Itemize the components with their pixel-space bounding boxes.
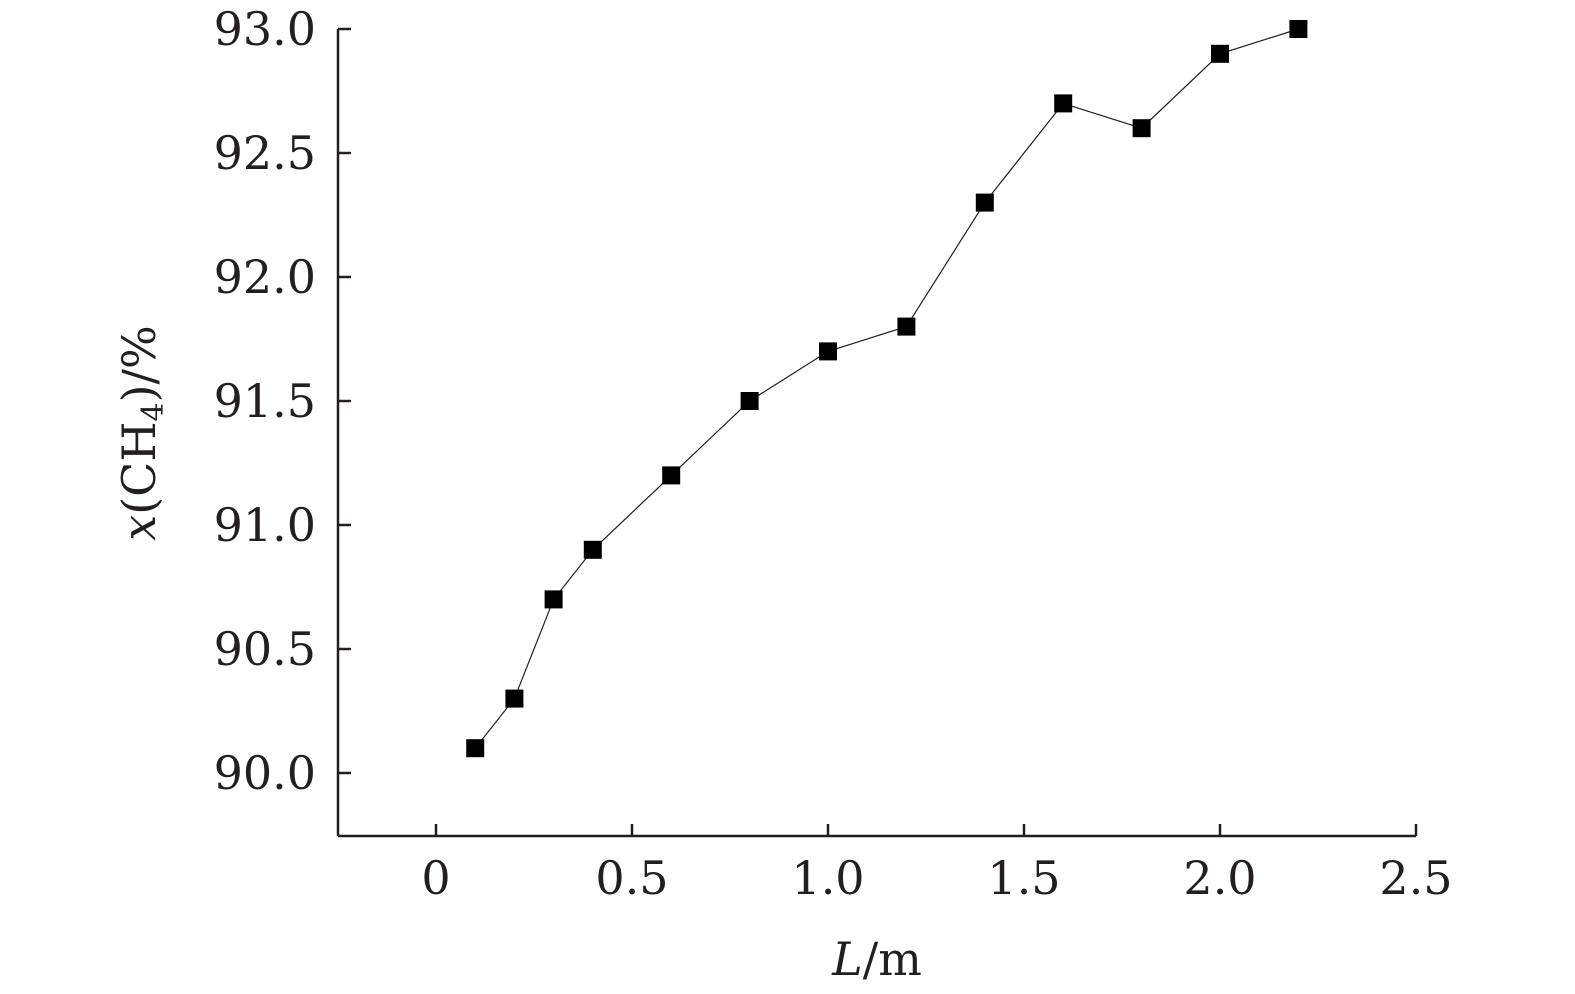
y-ticks: 90.0 90.5 91.0 91.5 92.0 92.5 93.0 xyxy=(214,2,351,800)
data-point-marker xyxy=(897,317,916,336)
x-tick-label: 2.0 xyxy=(1183,851,1256,905)
data-point-marker xyxy=(975,193,994,212)
data-point-marker xyxy=(662,466,681,485)
x-tick-label: 1.5 xyxy=(987,851,1060,905)
series-group xyxy=(466,20,1308,758)
data-point-marker xyxy=(819,342,837,361)
data-point-marker xyxy=(740,392,759,410)
y-axis-title: x(CH4)/% xyxy=(112,325,171,540)
data-point-marker xyxy=(1289,20,1308,38)
data-point-marker xyxy=(466,739,485,758)
data-point-marker xyxy=(544,590,563,609)
x-ticks: 0 0.5 1.0 1.5 2.0 2.5 xyxy=(421,824,1453,905)
x-axis-title: L/m xyxy=(831,932,922,986)
y-tick-label: 90.0 xyxy=(214,746,316,800)
data-point-marker xyxy=(1132,119,1151,138)
y-tick-label: 90.5 xyxy=(214,622,316,676)
x-tick-label: 0.5 xyxy=(595,851,668,905)
data-point-marker xyxy=(505,689,524,708)
data-point-marker xyxy=(1054,94,1073,113)
axes xyxy=(336,29,1416,838)
x-tick-label: 2.5 xyxy=(1379,851,1452,905)
y-tick-label: 92.5 xyxy=(214,126,316,180)
series-line xyxy=(474,28,1299,749)
x-tick-label: 0 xyxy=(421,851,450,905)
y-tick-label: 91.5 xyxy=(214,374,316,428)
y-tick-label: 91.0 xyxy=(214,498,316,552)
data-point-marker xyxy=(583,540,602,559)
y-tick-label: 92.0 xyxy=(214,250,316,304)
data-point-marker xyxy=(1211,44,1229,63)
x-tick-label: 1.0 xyxy=(791,851,864,905)
y-tick-label: 93.0 xyxy=(214,2,316,56)
